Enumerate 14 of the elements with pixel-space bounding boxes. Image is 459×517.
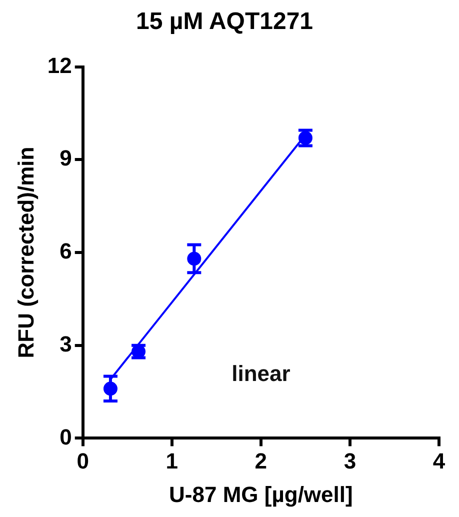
x-tick-label: 1: [166, 448, 178, 474]
y-tick-label: 6: [60, 238, 72, 264]
y-tick-label: 12: [47, 52, 72, 78]
x-axis-title: U-87 MG [µg/well]: [169, 482, 353, 507]
chart-title: 15 µM AQT1271: [136, 8, 314, 36]
y-tick-label: 9: [60, 146, 72, 171]
y-tick-label: 3: [60, 331, 72, 356]
x-tick-label: 4: [432, 448, 446, 474]
x-tick-label: 3: [344, 448, 356, 474]
y-tick-label: 0: [60, 424, 72, 450]
x-tick-label: 0: [76, 448, 89, 474]
annotation: linear: [232, 361, 291, 386]
y-axis-title: RFU (corrected)/min: [13, 146, 38, 358]
x-tick-label: 2: [254, 448, 268, 474]
